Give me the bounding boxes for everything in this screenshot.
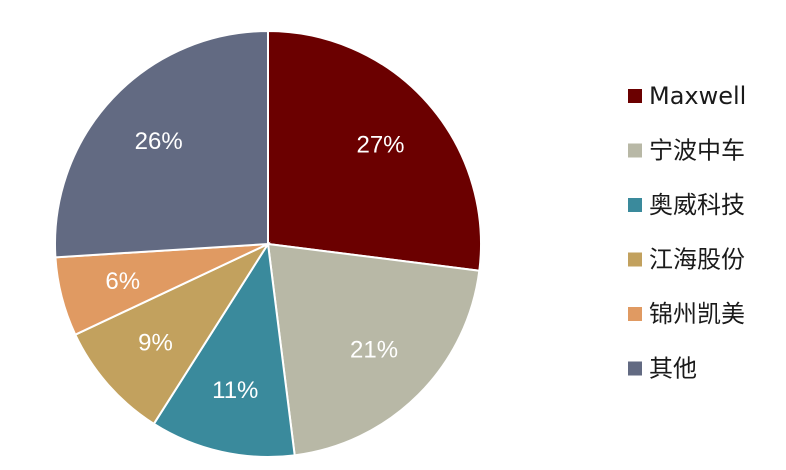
pie-slice (54, 29, 269, 259)
pie-slice (266, 242, 481, 457)
legend-item: 锦州凯美 (628, 300, 745, 328)
pie-slice (267, 29, 482, 272)
legend-item: 奥威科技 (628, 191, 745, 219)
pie-slice (73, 241, 271, 426)
legend-swatch (628, 143, 642, 158)
legend-swatch (628, 252, 642, 267)
pie-data-labels: 27% 21% 11% 9% 6% 26% (105, 128, 404, 404)
legend-label: 锦州凯美 (649, 300, 745, 328)
legend-swatch (628, 307, 642, 321)
legend-swatch (628, 361, 642, 376)
legend-label: 宁波中车 (649, 137, 745, 165)
pie-data-label: 21% (350, 337, 398, 364)
legend-item: Maxwell (628, 82, 746, 110)
legend-item: 江海股份 (628, 246, 745, 274)
legend-swatch (628, 89, 642, 103)
pie-data-label: 6% (105, 268, 140, 295)
legend-label: 江海股份 (649, 246, 745, 274)
legend-item: 宁波中车 (628, 137, 745, 165)
pie-data-label: 26% (135, 128, 183, 155)
legend-swatch (628, 198, 642, 212)
pie-slices (54, 29, 482, 458)
legend-label: 其他 (649, 355, 697, 383)
pie-data-label: 9% (138, 330, 173, 357)
pie-data-label: 27% (356, 131, 404, 158)
legend-item: 其他 (628, 355, 697, 383)
pie-data-label: 11% (212, 377, 258, 404)
legend-label: Maxwell (649, 82, 746, 110)
pie-slice (152, 241, 296, 458)
legend-label: 奥威科技 (649, 191, 745, 219)
